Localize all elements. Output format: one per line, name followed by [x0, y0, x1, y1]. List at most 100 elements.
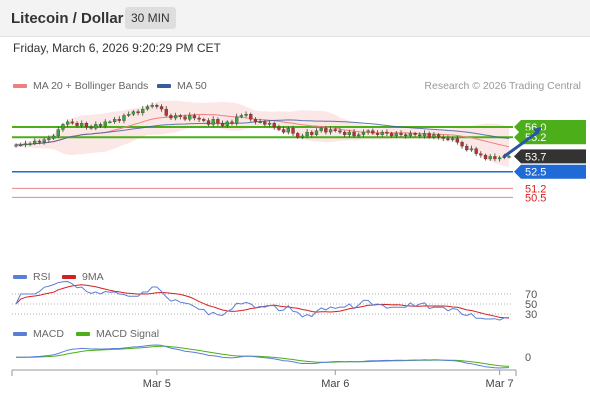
candle-body [361, 131, 366, 135]
candle-body [150, 105, 154, 107]
candle-body [33, 140, 37, 144]
candle-body [488, 156, 492, 160]
candle-body [347, 131, 352, 135]
level-label-53.7: 53.7 [525, 151, 546, 163]
credit-text: Research © 2026 Trading Central [424, 80, 581, 92]
candle-body [98, 124, 103, 126]
candle-body [296, 133, 300, 138]
candle-body [305, 131, 309, 137]
candle-body [483, 154, 488, 160]
candle-body [65, 121, 70, 125]
candle-body [112, 119, 117, 123]
candle-body [357, 134, 361, 137]
candle-body [183, 116, 187, 120]
legend-label: MACD [33, 328, 64, 340]
legend-rsi: RSI [13, 271, 51, 283]
candle-body [474, 148, 478, 154]
candle-body [127, 114, 131, 116]
candle-body [235, 116, 239, 124]
candle-body [277, 126, 281, 130]
candle-body [70, 121, 74, 124]
candle-body [460, 142, 464, 147]
candle-body [385, 131, 389, 134]
candle-body [300, 135, 305, 138]
candle-body [399, 133, 403, 135]
legend-label: MA 20 + Bollinger Bands [33, 80, 149, 92]
candle-body [188, 115, 192, 120]
level-label-50.5: 50.5 [525, 192, 546, 204]
level-tag-53.7 [514, 149, 586, 164]
candle-body [206, 120, 211, 125]
legend-swatch [13, 84, 27, 89]
candle-body [291, 128, 295, 134]
candle-body [244, 114, 248, 116]
candle-body [418, 134, 422, 137]
candle-body [352, 131, 356, 137]
candle-body [497, 157, 502, 160]
candle-body [117, 119, 121, 121]
candle-body [216, 119, 220, 124]
candle-body [366, 130, 370, 133]
level-label-55.2: 55.2 [525, 132, 546, 144]
candle-body [220, 122, 225, 126]
rsi-line [15, 280, 510, 321]
candle-body [155, 105, 159, 107]
candle-body [408, 133, 413, 137]
page-title: Litecoin / Dollar [11, 10, 124, 27]
candle-body [479, 153, 483, 156]
level-tag-55.2 [514, 130, 586, 145]
candle-body [136, 111, 140, 114]
rsi-level-label: 30 [525, 309, 537, 321]
candle-body [23, 143, 28, 146]
macd-line [16, 344, 510, 369]
candle-body [211, 119, 215, 125]
candle-body [84, 122, 89, 128]
legend-rsi-ma: 9MA [62, 271, 104, 283]
candle-body [343, 131, 347, 135]
legend-label: MACD Signal [96, 328, 160, 340]
candle-body [197, 117, 201, 120]
legend-swatch [13, 275, 27, 280]
candle-body [380, 131, 384, 135]
candle-body [42, 139, 46, 143]
candle-body [169, 115, 173, 119]
bollinger-band [16, 100, 509, 167]
candle-body [173, 115, 178, 119]
candle-body [19, 144, 23, 147]
candle-body [159, 106, 164, 110]
candle-body [286, 128, 290, 133]
level-tag-52.5 [514, 164, 586, 179]
candle-body [267, 122, 272, 125]
candle-body [164, 108, 168, 116]
candle-body [75, 122, 79, 126]
legend-swatch [62, 275, 76, 280]
rsi-level-label: 50 [525, 299, 537, 311]
candle-body [394, 133, 398, 137]
candle-body [465, 146, 469, 151]
forecast-arrowhead [533, 126, 542, 136]
candle-body [178, 115, 182, 117]
candle-body [333, 129, 337, 131]
timeframe-button[interactable]: 30 MIN [125, 7, 176, 29]
candle-body [249, 114, 253, 120]
candle-body [324, 128, 328, 133]
candle-body [441, 137, 445, 139]
x-tick-label: Mar 6 [321, 378, 349, 390]
level-label-51.2: 51.2 [525, 183, 546, 195]
candle-body [94, 124, 98, 129]
candle-body [272, 122, 276, 128]
x-tick-label: Mar 5 [143, 378, 171, 390]
candle-body [108, 121, 112, 124]
candle-body [451, 138, 455, 140]
legend-swatch [13, 332, 27, 337]
candle-body [493, 156, 497, 160]
candle-body [375, 133, 380, 135]
legend-ma20: MA 20 + Bollinger Bands [13, 80, 148, 92]
candle-body [319, 128, 323, 131]
legend-macd-signal: MACD Signal [76, 328, 159, 340]
candle-body [253, 119, 258, 123]
candle-body [56, 129, 60, 137]
candle-body [141, 108, 145, 114]
candle-body [314, 130, 319, 135]
